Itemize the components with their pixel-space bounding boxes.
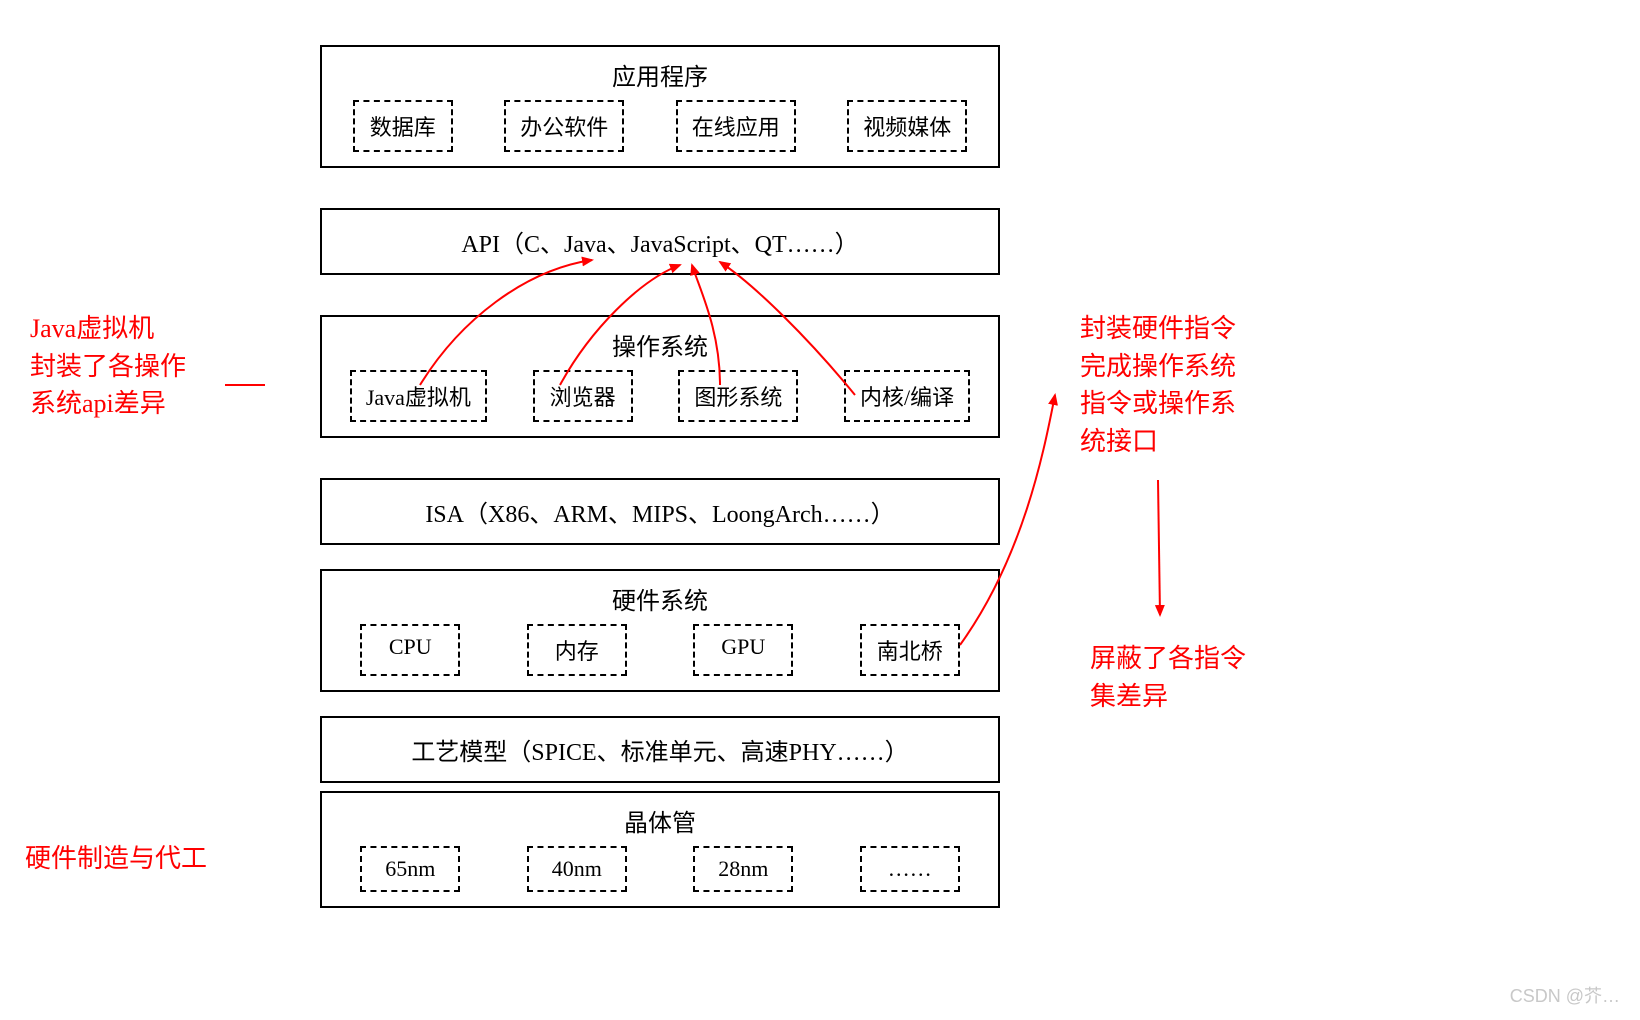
annotation-encap: 封装硬件指令 完成操作系统 指令或操作系 统接口 xyxy=(1080,310,1236,461)
layer-item: 浏览器 xyxy=(533,370,633,422)
layer-item: 办公软件 xyxy=(504,100,624,152)
layer-title: 操作系统 xyxy=(334,327,986,362)
layer-title: 硬件系统 xyxy=(334,581,986,616)
layer-stack: 应用程序数据库办公软件在线应用视频媒体 API（C、Java、JavaScript… xyxy=(320,45,1000,908)
layer-item: 内存 xyxy=(527,624,627,676)
layer-items: 65nm 40nm 28nm …… xyxy=(334,846,986,892)
watermark: CSDN @芥… xyxy=(1510,982,1620,1008)
arrow-5 xyxy=(1158,480,1160,615)
layer-items: CPU 内存 GPU 南北桥 xyxy=(334,624,986,676)
layer-items: Java虚拟机浏览器图形系统内核/编译 xyxy=(334,370,986,422)
layer-item: 视频媒体 xyxy=(847,100,967,152)
layer-6: 晶体管 65nm 40nm 28nm …… xyxy=(320,791,1000,908)
layer-item: GPU xyxy=(693,624,793,676)
layer-item: …… xyxy=(860,846,960,892)
layer-item: 数据库 xyxy=(353,100,453,152)
layer-item: Java虚拟机 xyxy=(350,370,487,422)
layer-3: ISA（X86、ARM、MIPS、LoongArch……） xyxy=(320,478,1000,545)
layer-title: 应用程序 xyxy=(334,57,986,92)
layer-item: 28nm xyxy=(693,846,793,892)
annotation-hwmfg: 硬件制造与代工 xyxy=(25,840,207,878)
layer-item: 在线应用 xyxy=(676,100,796,152)
layer-item: 图形系统 xyxy=(678,370,798,422)
layer-4: 硬件系统 CPU 内存 GPU 南北桥 xyxy=(320,569,1000,692)
layer-item: 65nm xyxy=(360,846,460,892)
layer-item: 南北桥 xyxy=(860,624,960,676)
layer-items: 数据库办公软件在线应用视频媒体 xyxy=(334,100,986,152)
annotation-mask: 屏蔽了各指令 集差异 xyxy=(1090,640,1246,715)
layer-5: 工艺模型（SPICE、标准单元、高速PHY……） xyxy=(320,716,1000,783)
layer-0: 应用程序数据库办公软件在线应用视频媒体 xyxy=(320,45,1000,168)
layer-title: 晶体管 xyxy=(334,803,986,838)
layer-2: 操作系统 Java虚拟机浏览器图形系统内核/编译 xyxy=(320,315,1000,438)
layer-item: CPU xyxy=(360,624,460,676)
layer-item: 40nm xyxy=(527,846,627,892)
layer-1: API（C、Java、JavaScript、QT……） xyxy=(320,208,1000,275)
layer-item: 内核/编译 xyxy=(844,370,970,422)
annotation-jvm: Java虚拟机 封装了各操作 系统api差异 xyxy=(30,310,186,423)
